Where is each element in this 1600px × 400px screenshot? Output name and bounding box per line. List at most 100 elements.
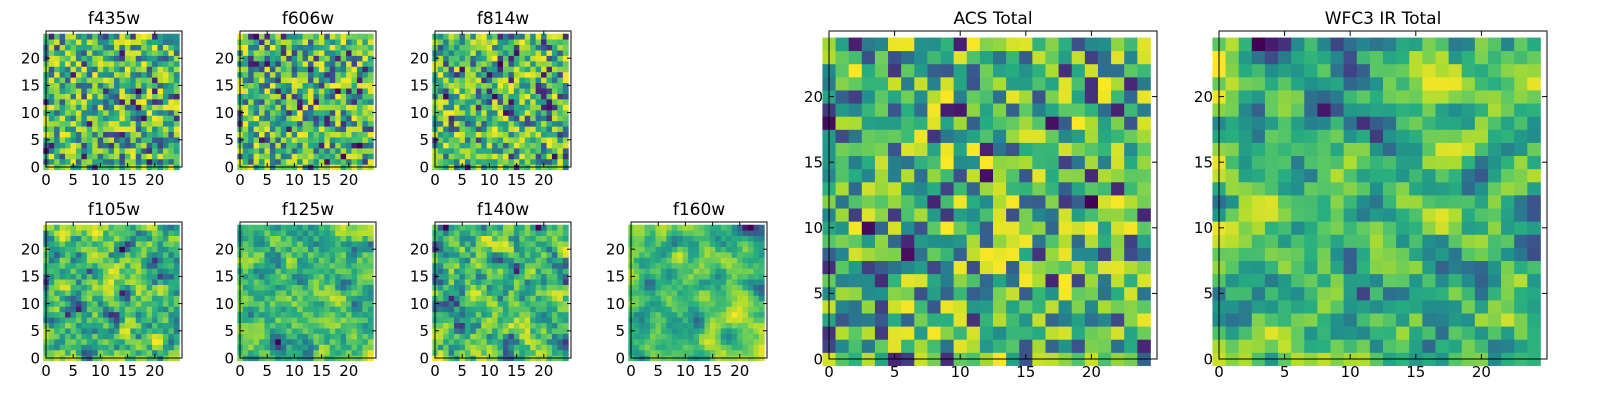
heatmap-cell: [286, 66, 293, 73]
y-tick-label: 15: [21, 268, 40, 286]
heatmap-cell: [318, 317, 325, 324]
heatmap-cell: [114, 344, 120, 351]
heatmap-cell: [308, 230, 314, 236]
heatmap-cell: [65, 82, 71, 89]
heatmap-cell: [335, 77, 342, 84]
heatmap-cell: [508, 300, 515, 307]
heatmap-cell: [513, 50, 520, 56]
heatmap-cell: [97, 268, 104, 275]
heatmap-cell: [297, 158, 303, 165]
heatmap-cell: [264, 306, 271, 313]
heatmap-cell: [70, 268, 77, 275]
heatmap-cell: [557, 300, 564, 307]
heatmap-cell: [704, 290, 711, 296]
heatmap-cell: [356, 147, 363, 154]
heatmap-cell: [48, 60, 55, 67]
heatmap-cell: [546, 115, 553, 122]
heatmap-cell: [747, 257, 754, 264]
heatmap-cell: [448, 104, 455, 111]
heatmap-cell: [541, 137, 547, 143]
heatmap-cell: [119, 295, 126, 302]
heatmap-cell: [291, 311, 298, 318]
heatmap-cell: [437, 349, 444, 356]
heatmap-cell: [443, 273, 449, 280]
heatmap-cell: [135, 344, 142, 351]
heatmap-cell: [1097, 273, 1112, 288]
heatmap-cell: [168, 284, 175, 291]
heatmap-cell: [940, 195, 955, 209]
heatmap-cell: [146, 104, 153, 111]
heatmap-cell: [346, 158, 352, 165]
heatmap-cell: [503, 50, 509, 56]
heatmap-cell: [367, 349, 374, 356]
heatmap-cell: [302, 230, 309, 236]
heatmap-cell: [269, 311, 276, 318]
heatmap-cell: [259, 131, 265, 138]
heatmap-cell: [671, 344, 678, 351]
heatmap-cell: [508, 273, 515, 280]
heatmap-cell: [562, 268, 569, 275]
heatmap-cell: [666, 224, 673, 231]
heatmap-cell: [737, 268, 743, 275]
heatmap-cell: [173, 328, 180, 334]
heatmap-cell: [248, 50, 254, 56]
heatmap-cell: [329, 93, 336, 100]
heatmap-cell: [92, 88, 99, 94]
heatmap-cell: [313, 290, 320, 296]
heatmap-cell: [459, 137, 466, 143]
heatmap-cell: [92, 290, 99, 296]
heatmap-cell: [1124, 273, 1138, 288]
heatmap-cell: [470, 338, 477, 345]
heatmap-cell: [562, 224, 569, 231]
heatmap-cell: [318, 126, 325, 133]
heatmap-cell: [297, 224, 303, 231]
heatmap-cell: [48, 55, 55, 62]
heatmap-cell: [454, 317, 460, 324]
heatmap-cell: [86, 338, 93, 345]
heatmap-cell: [1137, 339, 1151, 353]
heatmap-cell: [356, 246, 363, 253]
heatmap-cell: [135, 66, 142, 73]
heatmap-cell: [86, 273, 93, 280]
heatmap-cell: [275, 33, 282, 40]
heatmap-cell: [162, 126, 169, 133]
axes-frame: [239, 30, 377, 168]
heatmap-cell: [173, 235, 180, 242]
heatmap-cell: [497, 317, 504, 324]
heatmap-cell: [448, 115, 455, 122]
heatmap-cell: [173, 349, 180, 356]
heatmap-cell: [747, 311, 754, 318]
heatmap-cell: [541, 295, 547, 302]
heatmap-cell: [742, 328, 749, 334]
heatmap-cell: [114, 349, 120, 356]
heatmap-cell: [146, 93, 153, 100]
heatmap-cell: [551, 295, 558, 302]
heatmap-cell: [437, 33, 444, 40]
heatmap-cell: [747, 262, 754, 269]
heatmap-cell: [54, 230, 60, 236]
heatmap-cell: [130, 104, 137, 111]
heatmap-cell: [313, 93, 320, 100]
heatmap-cell: [437, 241, 444, 247]
heatmap-cell: [492, 306, 498, 313]
heatmap-cell: [1071, 260, 1086, 275]
heatmap-cell: [97, 273, 104, 280]
heatmap-cell: [86, 290, 93, 296]
heatmap-cell: [275, 333, 282, 340]
heatmap-cell: [162, 349, 169, 356]
heatmap-cell: [503, 246, 509, 253]
heatmap-cell: [275, 311, 282, 318]
heatmap-cell: [704, 268, 711, 275]
heatmap-cell: [1045, 247, 1059, 261]
heatmap-cell: [747, 268, 754, 275]
heatmap-cell: [135, 235, 142, 242]
heatmap-cell: [524, 262, 531, 269]
heatmap-cell: [103, 349, 109, 356]
heatmap-cell: [470, 131, 477, 138]
heatmap-cell: [835, 286, 850, 301]
heatmap-cell: [97, 284, 104, 291]
heatmap-cell: [280, 317, 287, 324]
heatmap-cell: [103, 33, 109, 40]
heatmap-cell: [742, 300, 749, 307]
heatmap-cell: [753, 322, 760, 329]
